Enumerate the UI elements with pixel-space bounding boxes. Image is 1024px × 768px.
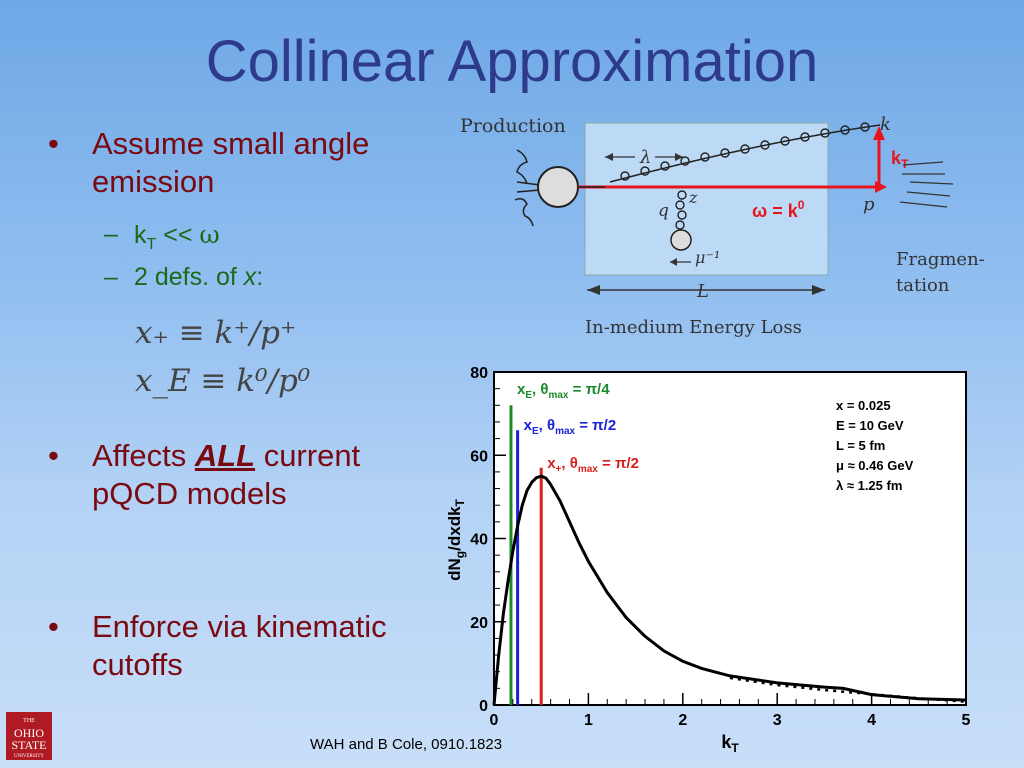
mu-label: μ⁻¹ xyxy=(695,248,720,267)
diagram-caption: In-medium Energy Loss xyxy=(585,317,802,338)
bullet-2-text: Affects ALL current pQCD models xyxy=(92,438,361,511)
bullet-3-text: Enforce via kinematic cutoffs xyxy=(92,609,387,682)
scattering-center xyxy=(670,229,692,251)
y-axis-label: dNg/dxdkT xyxy=(445,498,467,580)
y-tick-label: 40 xyxy=(470,532,488,549)
lambda-label: λ xyxy=(639,147,651,168)
y-tick-label: 80 xyxy=(470,365,488,382)
x-tick-label: 4 xyxy=(867,712,876,729)
x-tick-label: 0 xyxy=(490,712,499,729)
plot-area xyxy=(493,371,967,706)
kt-label: kT xyxy=(891,148,909,171)
production-vertex xyxy=(537,166,579,208)
incoming-gluon-top xyxy=(516,149,528,185)
L-label: L xyxy=(696,281,709,302)
x-axis-label: kT xyxy=(721,732,739,755)
series-solid-curve xyxy=(492,474,967,706)
parameter-item: λ ≈ 1.25 fm xyxy=(836,478,902,493)
q-label: q xyxy=(658,201,669,221)
cutoff-label: xE, θmax = π/2 xyxy=(524,417,617,437)
bullet-dot: • xyxy=(48,609,59,644)
energy-loss-diagram: Production kT k p ω = k0 λ q z μ⁻¹ L In-… xyxy=(460,114,985,338)
z-label: z xyxy=(688,188,698,207)
y-tick-label: 0 xyxy=(479,698,488,715)
production-label: Production xyxy=(460,115,566,137)
fragmentation-label-1: Fragmen- xyxy=(896,249,985,270)
emphasis-all: ALL xyxy=(194,438,256,473)
kt-distribution-chart: 0 1 2 3 4 5 0 20 40 60 80 xE, θmax = π/4 xE, θmax =… xyxy=(445,365,971,755)
bullet-dot: • xyxy=(48,438,59,473)
equations: x₊ ≡ k⁺/p⁺ x_E ≡ k⁰/p⁰ xyxy=(135,315,310,411)
parameter-item: μ ≈ 0.46 GeV xyxy=(836,458,914,473)
x-tick-label: 1 xyxy=(584,712,593,729)
equation-x-e: x_E ≡ k⁰/p⁰ xyxy=(135,363,311,399)
fragmentation-label-2: tation xyxy=(896,275,950,296)
x-tick-label: 5 xyxy=(962,712,971,729)
citation: WAH and B Cole, 0910.1823 xyxy=(310,736,503,753)
x-tick-label: 3 xyxy=(773,712,782,729)
radiated-gluon xyxy=(609,124,881,183)
incoming-gluon-bottom xyxy=(514,197,534,227)
bullet-1-text: Assume small angle emission xyxy=(92,126,370,199)
equation-x-plus: x₊ ≡ k⁺/p⁺ xyxy=(135,315,297,351)
medium-box xyxy=(584,122,829,276)
parameter-item: x = 0.025 xyxy=(836,398,891,413)
exchanged-gluon xyxy=(675,190,687,230)
parameter-item: E = 10 GeV xyxy=(836,418,904,433)
cutoff-label: x+, θmax = π/2 xyxy=(547,455,639,475)
bullet-dot: • xyxy=(48,126,59,161)
x-tick-label: 2 xyxy=(678,712,687,729)
y-tick-label: 20 xyxy=(470,615,488,632)
y-tick-label: 60 xyxy=(470,448,488,465)
omega-label: ω = k0 xyxy=(752,198,805,221)
parameter-list: x = 0.025 E = 10 GeV L = 5 fm μ ≈ 0.46 GeV λ… xyxy=(836,398,914,493)
cutoff-label: xE, θmax = π/4 xyxy=(517,381,610,401)
k-label: k xyxy=(880,114,891,135)
ohio-state-logo: THE OHIO STATE UNIVERSITY xyxy=(6,712,52,760)
slide-title: Collinear Approximation xyxy=(205,29,819,94)
p-label: p xyxy=(863,194,875,215)
parameter-item: L = 5 fm xyxy=(836,438,885,453)
fragmentation-spray xyxy=(899,161,954,208)
